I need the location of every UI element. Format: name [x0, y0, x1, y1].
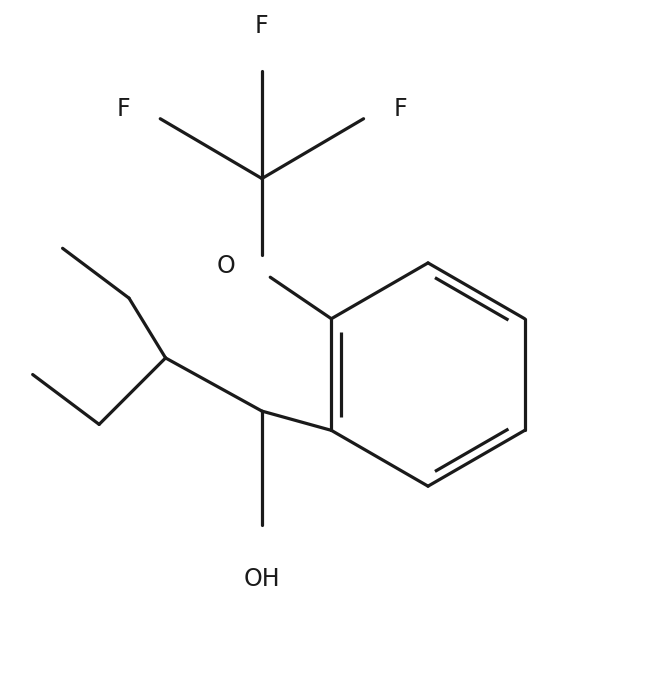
- Text: F: F: [255, 14, 269, 38]
- Text: F: F: [117, 97, 131, 121]
- Text: OH: OH: [244, 567, 280, 592]
- Text: O: O: [216, 254, 235, 279]
- Text: F: F: [393, 97, 407, 121]
